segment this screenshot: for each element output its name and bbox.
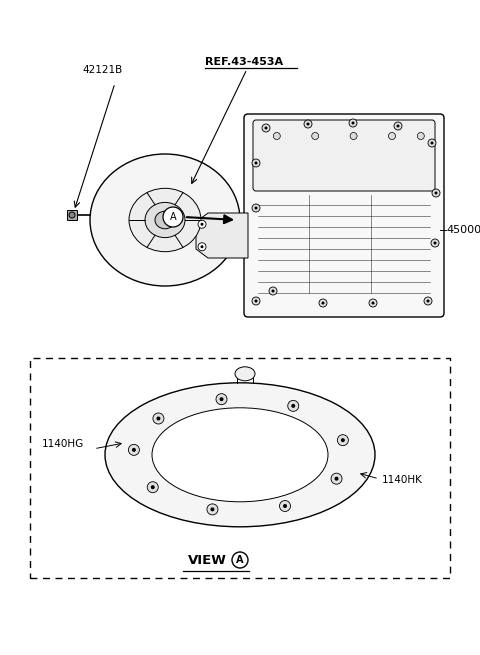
Circle shape <box>322 301 324 305</box>
Ellipse shape <box>235 367 255 381</box>
Circle shape <box>232 552 248 568</box>
Circle shape <box>304 120 312 128</box>
Circle shape <box>273 132 280 140</box>
Circle shape <box>219 397 224 401</box>
Circle shape <box>132 448 136 452</box>
Circle shape <box>216 394 227 405</box>
Circle shape <box>153 413 164 424</box>
Ellipse shape <box>152 408 328 502</box>
Circle shape <box>283 504 287 508</box>
Circle shape <box>163 207 183 227</box>
Circle shape <box>396 124 399 128</box>
Bar <box>30 358 450 578</box>
Text: VIEW: VIEW <box>188 553 227 567</box>
Circle shape <box>252 204 260 212</box>
Circle shape <box>431 239 439 247</box>
Ellipse shape <box>155 211 175 229</box>
Circle shape <box>254 162 257 164</box>
Circle shape <box>431 141 433 145</box>
Circle shape <box>433 242 436 244</box>
Circle shape <box>272 290 275 293</box>
Circle shape <box>351 121 355 124</box>
Circle shape <box>201 223 204 226</box>
Circle shape <box>151 485 155 489</box>
Ellipse shape <box>129 189 201 252</box>
Circle shape <box>254 299 257 303</box>
Polygon shape <box>196 213 248 258</box>
Circle shape <box>427 299 430 303</box>
Text: A: A <box>170 212 176 222</box>
Circle shape <box>417 132 424 140</box>
Circle shape <box>432 189 440 197</box>
Circle shape <box>372 301 374 305</box>
Circle shape <box>252 297 260 305</box>
Circle shape <box>424 297 432 305</box>
Circle shape <box>434 191 437 195</box>
Circle shape <box>207 504 218 515</box>
Circle shape <box>307 122 310 126</box>
Circle shape <box>262 124 270 132</box>
Circle shape <box>394 122 402 130</box>
Text: 42121B: 42121B <box>82 65 122 75</box>
Circle shape <box>319 299 327 307</box>
Circle shape <box>279 500 290 512</box>
Text: REF.43-453A: REF.43-453A <box>205 57 283 67</box>
Circle shape <box>198 220 206 228</box>
Circle shape <box>269 287 277 295</box>
Text: 1140HG: 1140HG <box>42 439 84 449</box>
Text: A: A <box>236 555 244 565</box>
Circle shape <box>288 400 299 411</box>
Circle shape <box>341 438 345 442</box>
Circle shape <box>254 206 257 210</box>
Circle shape <box>335 477 338 481</box>
Circle shape <box>331 473 342 484</box>
Circle shape <box>428 139 436 147</box>
Circle shape <box>264 126 267 130</box>
Bar <box>67 210 77 220</box>
Circle shape <box>129 444 139 455</box>
Circle shape <box>198 243 206 251</box>
Ellipse shape <box>105 383 375 527</box>
Text: 45000A: 45000A <box>446 225 480 235</box>
Circle shape <box>291 404 295 408</box>
Ellipse shape <box>145 202 185 238</box>
Circle shape <box>252 159 260 167</box>
Circle shape <box>349 119 357 127</box>
Circle shape <box>350 132 357 140</box>
Circle shape <box>388 132 396 140</box>
Circle shape <box>69 212 75 218</box>
Circle shape <box>369 299 377 307</box>
Circle shape <box>147 481 158 493</box>
Circle shape <box>337 435 348 445</box>
Ellipse shape <box>90 154 240 286</box>
FancyBboxPatch shape <box>253 120 435 191</box>
Circle shape <box>156 417 160 421</box>
Circle shape <box>210 508 215 512</box>
Text: 1140HK: 1140HK <box>382 475 423 485</box>
FancyBboxPatch shape <box>244 114 444 317</box>
Circle shape <box>201 245 204 248</box>
Circle shape <box>312 132 319 140</box>
